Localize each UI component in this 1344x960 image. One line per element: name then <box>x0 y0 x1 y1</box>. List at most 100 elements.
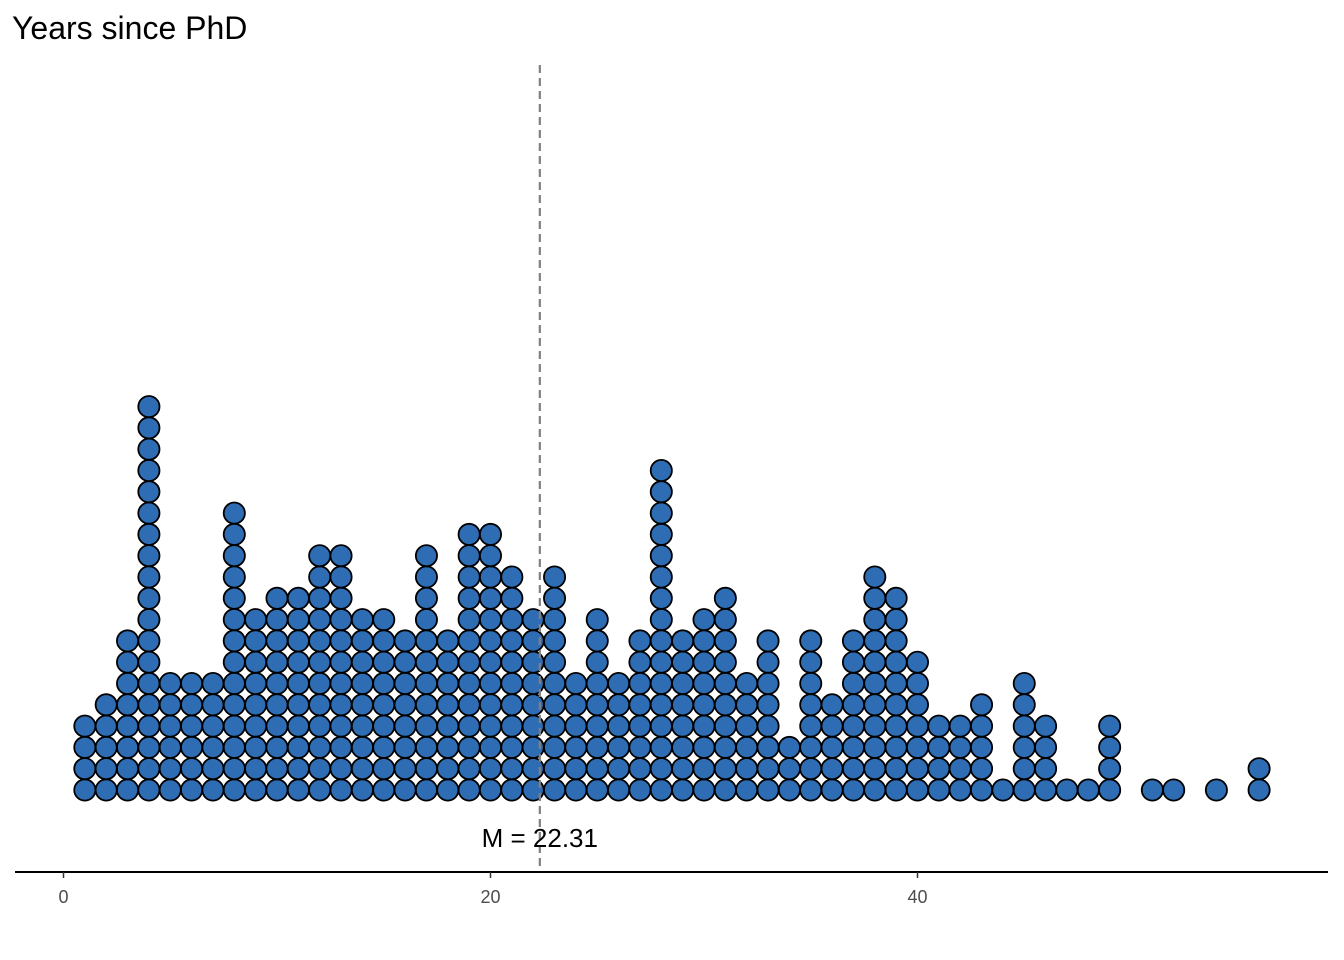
dot <box>265 735 289 759</box>
dot <box>244 629 268 653</box>
dot <box>799 714 823 738</box>
dot <box>1012 778 1036 802</box>
dot <box>628 693 652 717</box>
dot <box>158 672 182 696</box>
dot <box>820 735 844 759</box>
dot <box>414 544 438 568</box>
dot <box>585 714 609 738</box>
dot <box>543 565 567 589</box>
dot <box>222 778 246 802</box>
dot <box>713 586 737 610</box>
dot <box>222 522 246 546</box>
dot <box>372 693 396 717</box>
dot <box>308 778 332 802</box>
dot <box>991 778 1015 802</box>
dot <box>1034 757 1058 781</box>
dot <box>94 778 118 802</box>
dot <box>585 778 609 802</box>
dot <box>73 714 97 738</box>
dot <box>222 608 246 632</box>
dot <box>137 458 161 482</box>
dot <box>137 714 161 738</box>
dot <box>692 735 716 759</box>
dot <box>329 608 353 632</box>
dot <box>713 629 737 653</box>
dot <box>863 586 887 610</box>
dot <box>628 778 652 802</box>
dot <box>436 757 460 781</box>
dot <box>500 565 524 589</box>
dot <box>180 693 204 717</box>
dot <box>735 693 759 717</box>
dot <box>329 735 353 759</box>
dot <box>393 714 417 738</box>
dot <box>756 714 780 738</box>
dot <box>799 672 823 696</box>
dot <box>478 672 502 696</box>
dot <box>970 693 994 717</box>
dot <box>478 629 502 653</box>
dot <box>628 650 652 674</box>
dot <box>948 778 972 802</box>
dot <box>649 757 673 781</box>
dot <box>457 735 481 759</box>
dot <box>607 672 631 696</box>
dot <box>735 778 759 802</box>
dot <box>478 778 502 802</box>
dot <box>863 757 887 781</box>
dot <box>884 672 908 696</box>
dot <box>244 735 268 759</box>
dot <box>244 608 268 632</box>
dot <box>457 757 481 781</box>
dot <box>286 735 310 759</box>
dot <box>308 672 332 696</box>
dot <box>137 501 161 525</box>
dot <box>222 544 246 568</box>
dot <box>308 650 332 674</box>
dot <box>329 672 353 696</box>
dot <box>222 586 246 610</box>
dot <box>222 629 246 653</box>
dot <box>756 735 780 759</box>
dot <box>308 629 332 653</box>
dot <box>500 608 524 632</box>
dot <box>137 395 161 419</box>
dot <box>94 693 118 717</box>
dot <box>649 629 673 653</box>
dot <box>543 650 567 674</box>
dot <box>372 672 396 696</box>
dot <box>222 650 246 674</box>
dot <box>436 629 460 653</box>
dot <box>564 778 588 802</box>
dot <box>649 778 673 802</box>
dot <box>671 629 695 653</box>
dot <box>414 672 438 696</box>
dot <box>201 672 225 696</box>
dot <box>543 672 567 696</box>
dot <box>756 629 780 653</box>
dot <box>841 735 865 759</box>
dot <box>137 522 161 546</box>
dot <box>350 672 374 696</box>
dot <box>692 778 716 802</box>
dot <box>692 672 716 696</box>
dot <box>713 672 737 696</box>
dot <box>628 672 652 696</box>
dot <box>671 757 695 781</box>
dot <box>543 693 567 717</box>
dot <box>777 778 801 802</box>
dot <box>1247 778 1271 802</box>
dot <box>820 693 844 717</box>
dot <box>329 650 353 674</box>
dot <box>585 650 609 674</box>
dot <box>1204 778 1228 802</box>
dot <box>841 714 865 738</box>
dot <box>436 735 460 759</box>
dot <box>1162 778 1186 802</box>
dot <box>799 650 823 674</box>
dot <box>906 714 930 738</box>
dot <box>265 757 289 781</box>
dot <box>500 650 524 674</box>
dot <box>414 565 438 589</box>
dot <box>692 608 716 632</box>
